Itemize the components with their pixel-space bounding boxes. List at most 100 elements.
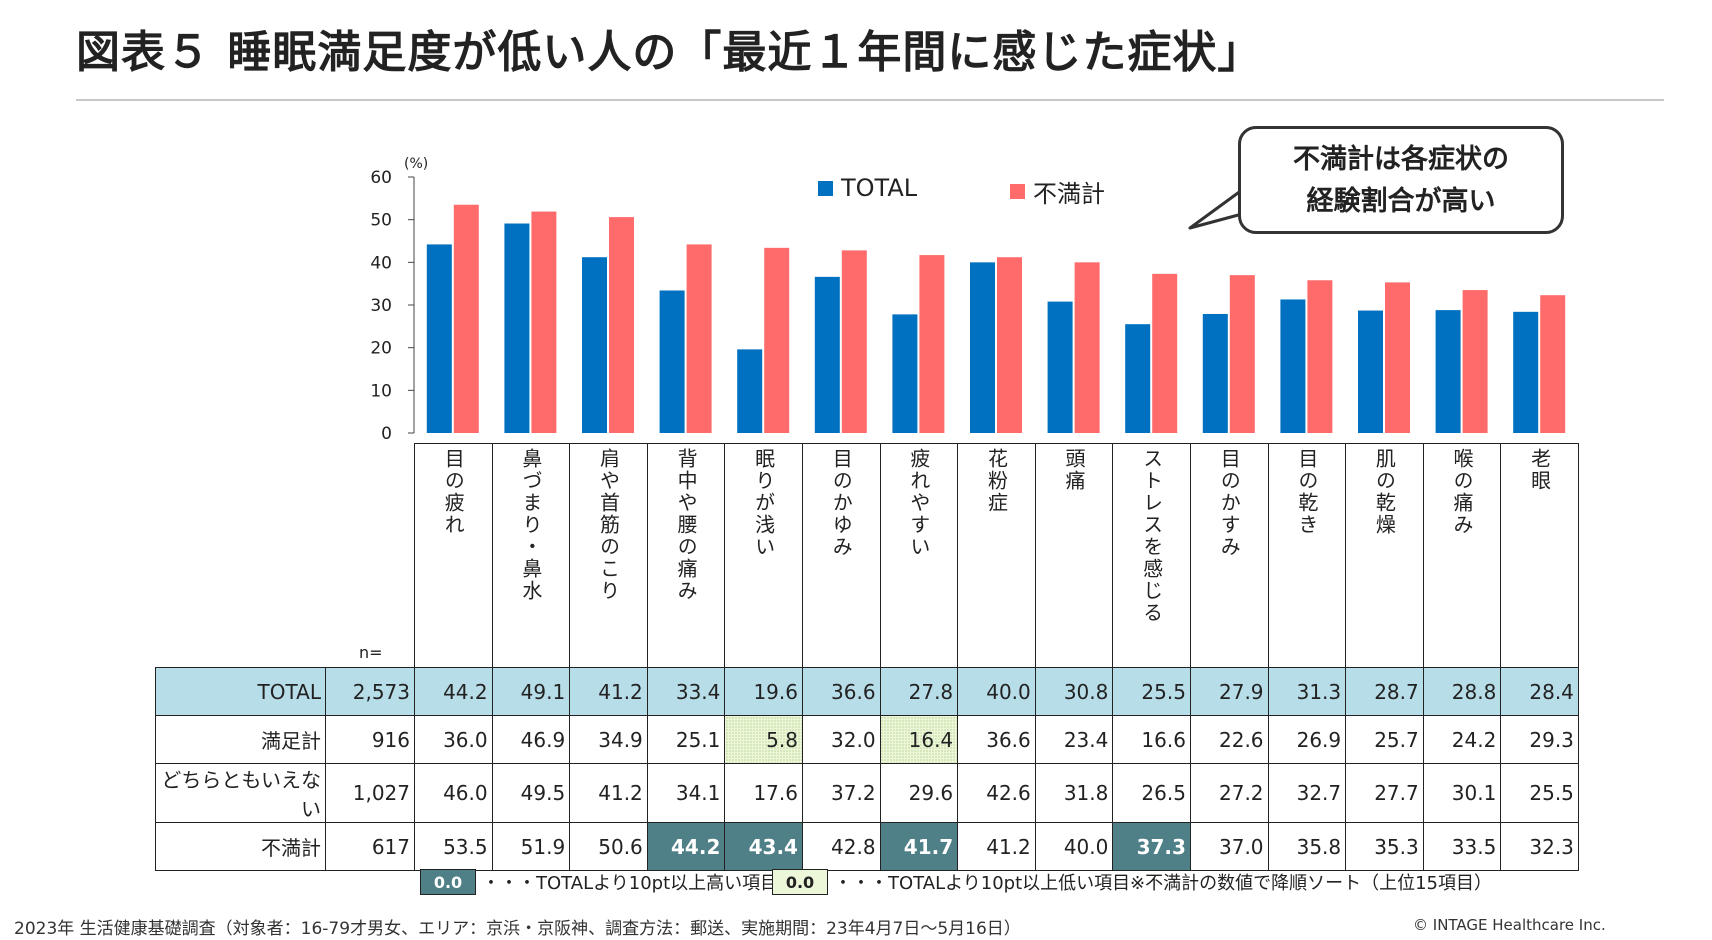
table-cell: 37.3 [1112, 822, 1191, 871]
table-row: 不満計 617 53.5 51.9 50.6 44.2 43.4 42.8 41.7 41.2 40… [155, 822, 1579, 871]
category-header: 目の疲れ [414, 443, 493, 668]
table-cell: 46.0 [414, 763, 493, 823]
row-label: 満足計 [155, 715, 326, 764]
copyright: © INTAGE Healthcare Inc. [1413, 916, 1606, 934]
bar-dissatisfied-5 [764, 247, 790, 433]
title-divider [76, 99, 1664, 101]
bar-total-11 [1202, 313, 1228, 433]
table-cell: 43.4 [724, 822, 803, 871]
table-cell: 42.6 [957, 763, 1036, 823]
table-cell: 32.0 [801, 715, 881, 764]
table-cell: 24.2 [1422, 715, 1502, 764]
callout-line1: 不満計は各症状の [1293, 144, 1509, 175]
bar-dissatisfied-10 [1152, 273, 1178, 433]
table-cell: 27.9 [1189, 667, 1269, 716]
table-cell: 40.0 [957, 667, 1036, 716]
category-header: 目の乾き [1267, 443, 1347, 668]
table-cell: 25.7 [1345, 715, 1424, 764]
bar-dissatisfied-4 [686, 244, 712, 433]
data-table: 目の疲れ 鼻づまり・鼻水 肩や首筋のこり 背中や腰の痛み 眠りが浅い 目のかゆみ 疲れやすい… [155, 443, 1579, 871]
bar-total-3 [582, 257, 607, 433]
bar-total-8 [970, 262, 995, 433]
table-cell: 34.9 [569, 715, 648, 764]
bar-dissatisfied-9 [1074, 262, 1100, 433]
bar-dissatisfied-1 [453, 204, 479, 433]
category-label: 眠りが浅い [751, 448, 776, 558]
table-cell: 41.2 [569, 667, 648, 716]
table-cell: 16.6 [1112, 715, 1191, 764]
table-cell: 46.9 [491, 715, 571, 764]
table-cell: 51.9 [491, 822, 571, 871]
survey-footer: 2023年 生活健康基礎調査（対象者：16-79才男女、エリア：京浜・京阪神、調… [14, 919, 1021, 939]
table-cell: 34.1 [646, 763, 726, 823]
table-cell: 32.3 [1500, 822, 1579, 871]
table-cell: 16.4 [879, 715, 959, 764]
table-cell: 23.4 [1034, 715, 1114, 764]
table-cell: 27.7 [1345, 763, 1424, 823]
table-cell: 42.8 [801, 822, 881, 871]
table-cell: 36.0 [414, 715, 493, 764]
bar-dissatisfied-15 [1540, 295, 1566, 433]
y-axis-unit: (%) [404, 156, 429, 172]
table-row: TOTAL 2,573 44.2 49.1 41.2 33.4 19.6 36.6 27.8 40… [155, 667, 1579, 716]
row-label: どちらともいえない [155, 763, 326, 823]
y-tick-label: 60 [370, 168, 392, 188]
table-cell: 37.0 [1189, 822, 1269, 871]
key-high-text: ・・・TOTALより10pt以上高い項目 [482, 873, 779, 894]
category-header: 目のかゆみ [801, 443, 881, 668]
y-tick-label: 30 [370, 296, 392, 316]
table-cell: 25.5 [1500, 763, 1579, 823]
callout-tail [1188, 188, 1243, 230]
callout-line2: 経験割合が高い [1306, 186, 1496, 217]
table-cell: 22.6 [1189, 715, 1269, 764]
table-cell: 49.1 [491, 667, 571, 716]
category-label: 背中や腰の痛み [674, 448, 699, 602]
row-n: 916 [325, 715, 415, 764]
table-cell: 5.8 [724, 715, 803, 764]
page-title: 図表５ 睡眠満足度が低い人の「最近１年間に感じた症状」 [76, 27, 1263, 78]
bar-total-1 [426, 244, 452, 433]
category-header: 目のかすみ [1189, 443, 1269, 668]
table-cell: 17.6 [724, 763, 803, 823]
category-label: 目の疲れ [441, 448, 466, 536]
table-cell: 31.8 [1034, 763, 1114, 823]
table-cell: 32.7 [1267, 763, 1347, 823]
y-tick-label: 40 [370, 253, 392, 273]
category-header: 肩や首筋のこり [569, 443, 648, 668]
bar-dissatisfied-2 [531, 211, 557, 433]
table-n-header [325, 443, 415, 668]
table-cell: 50.6 [569, 822, 648, 871]
category-label: 鼻づまり・鼻水 [518, 448, 543, 602]
table-cell: 30.1 [1422, 763, 1502, 823]
table-cell: 27.2 [1189, 763, 1269, 823]
bar-total-4 [659, 290, 685, 433]
table-cell: 41.2 [569, 763, 648, 823]
table-cell: 29.3 [1500, 715, 1579, 764]
bar-dissatisfied-7 [919, 255, 945, 433]
category-header: 疲れやすい [879, 443, 959, 668]
category-header: 肌の乾燥 [1345, 443, 1424, 668]
table-cell: 49.5 [491, 763, 571, 823]
y-tick-label: 50 [370, 211, 392, 231]
category-label: 目のかゆみ [829, 448, 854, 558]
sort-note: ※不満計の数値で降順ソート（上位15項目） [1130, 873, 1492, 894]
category-label: 疲れやすい [906, 448, 931, 558]
bar-dissatisfied-6 [841, 250, 867, 433]
bar-dissatisfied-8 [997, 257, 1022, 433]
bar-total-7 [892, 314, 918, 433]
bar-total-6 [814, 276, 840, 433]
table-cell: 36.6 [957, 715, 1036, 764]
key-high-box: 0.0 [420, 869, 476, 895]
table-cell: 35.8 [1267, 822, 1347, 871]
y-tick-label: 0 [381, 424, 392, 444]
bar-dissatisfied-3 [609, 217, 634, 433]
category-header: 背中や腰の痛み [646, 443, 726, 668]
y-tick-label: 10 [370, 381, 392, 401]
category-header: 眠りが浅い [724, 443, 803, 668]
category-label: 肩や首筋のこり [596, 448, 621, 602]
table-row: どちらともいえない 1,027 46.0 49.5 41.2 34.1 17.6 37.2 29… [155, 763, 1579, 823]
category-label: 頭痛 [1062, 448, 1087, 492]
category-label: ストレスを感じる [1139, 448, 1164, 624]
table-cell: 35.3 [1345, 822, 1424, 871]
key-low-text: ・・・TOTALより10pt以上低い項目 [834, 873, 1131, 894]
